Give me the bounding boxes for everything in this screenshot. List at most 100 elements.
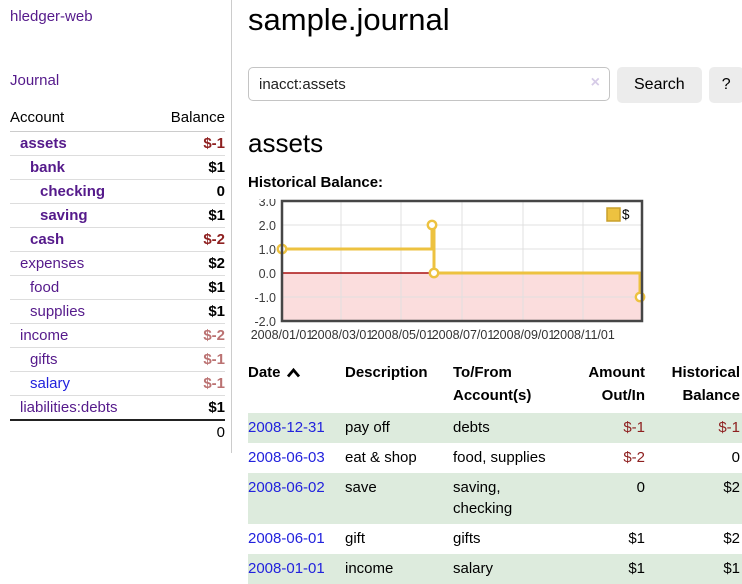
transaction-balance: $2: [723, 478, 740, 496]
page-title: sample.journal: [248, 2, 450, 37]
account-balance: $-2: [152, 323, 225, 348]
sidebar-item-journal[interactable]: Journal: [10, 72, 60, 89]
account-link-expenses[interactable]: expenses: [20, 255, 85, 272]
register-table: Date Description To/From Account(s) Amou…: [248, 360, 742, 584]
svg-text:-1.0: -1.0: [254, 291, 276, 305]
account-row-assets: assets $-1: [10, 132, 225, 156]
transaction-accounts: food, supplies: [453, 448, 546, 466]
account-link-income[interactable]: income: [20, 327, 69, 344]
account-balance: $-1: [203, 135, 225, 152]
svg-text:3.0: 3.0: [259, 199, 276, 209]
svg-text:-2.0: -2.0: [254, 315, 276, 329]
transaction-row: 2008-06-03 eat & shop food, supplies $-2…: [248, 443, 742, 473]
transaction-row: 2008-06-01 gift gifts $1 $2: [248, 524, 742, 554]
account-row-gifts: gifts $-1: [10, 347, 225, 372]
account-column-header: Account: [10, 106, 153, 132]
brand-link[interactable]: hledger-web: [10, 8, 93, 25]
transaction-accounts: gifts: [453, 530, 481, 547]
transaction-row: 2008-12-31 pay off debts $-1 $-1: [248, 413, 742, 443]
transaction-date-link[interactable]: 2008-06-01: [248, 530, 325, 547]
account-balance: 0: [152, 179, 225, 204]
legend-label: $: [622, 207, 630, 222]
svg-text:1.0: 1.0: [259, 243, 276, 257]
main-content: sample.journal × Search ? assets Histori…: [232, 0, 742, 584]
account-row-income: income $-2: [10, 323, 225, 348]
svg-text:2008/09/01: 2008/09/01: [493, 328, 556, 342]
svg-text:2008/05/01: 2008/05/01: [371, 328, 434, 342]
account-row-liabilities-debts: liabilities:debts $1: [10, 395, 225, 420]
account-balance: $1: [152, 275, 225, 300]
svg-text:0.0: 0.0: [259, 267, 276, 281]
transaction-description: income: [345, 559, 394, 577]
svg-text:2.0: 2.0: [259, 219, 276, 233]
balance-column-header: Balance: [152, 106, 225, 132]
account-balance: $-1: [152, 371, 225, 396]
svg-text:2008/03/01: 2008/03/01: [311, 328, 374, 342]
accounts-total-row: 0: [10, 419, 225, 445]
transaction-date-link[interactable]: 2008-06-02: [248, 478, 325, 496]
account-link-cash[interactable]: cash: [30, 231, 65, 248]
account-row-food: food $1: [10, 275, 225, 300]
legend-swatch: [606, 207, 621, 222]
amount-column-header: Amount Out/In: [588, 364, 645, 404]
chart-legend: $: [606, 207, 630, 222]
svg-text:2008/01/01: 2008/01/01: [251, 328, 314, 342]
account-row-bank: bank $1: [10, 155, 225, 180]
account-link-assets[interactable]: assets: [20, 135, 67, 152]
search-form: × Search ?: [248, 67, 742, 103]
account-link-salary[interactable]: salary: [30, 375, 71, 392]
svg-text:2008/11/01: 2008/11/01: [553, 328, 615, 342]
transaction-amount: 0: [636, 478, 645, 496]
account-balance: $2: [152, 251, 225, 276]
date-column-header[interactable]: Date: [248, 360, 345, 413]
clear-search-icon[interactable]: ×: [590, 74, 600, 91]
account-link-food[interactable]: food: [30, 279, 60, 296]
account-link-bank[interactable]: bank: [30, 159, 66, 176]
transaction-accounts: saving, checking: [453, 478, 513, 518]
account-link-checking[interactable]: checking: [40, 183, 106, 200]
account-row-expenses: expenses $2: [10, 251, 225, 276]
chart-y-axis-labels: 3.0 2.0 1.0 0.0 -1.0 -2.0: [254, 199, 276, 329]
transaction-date-link[interactable]: 2008-12-31: [248, 419, 325, 436]
transaction-amount: $1: [628, 559, 645, 577]
transaction-balance: 0: [731, 448, 740, 466]
transaction-accounts: salary: [453, 559, 494, 577]
transaction-description: eat & shop: [345, 448, 417, 466]
account-link-gifts[interactable]: gifts: [30, 351, 58, 368]
account-link-liabilities-debts[interactable]: liabilities:debts: [20, 399, 118, 416]
register-header-row: Date Description To/From Account(s) Amou…: [248, 360, 742, 413]
historical-balance-chart: $ 3.0 2.0 1.0 0.0 -1.0 -2.0 2008/01/01 2…: [251, 199, 646, 342]
search-button[interactable]: Search: [617, 67, 702, 103]
transaction-balance: $-1: [718, 419, 740, 436]
transaction-accounts: debts: [453, 419, 490, 436]
transaction-balance: $2: [723, 530, 740, 547]
transaction-description: gift: [345, 530, 366, 547]
help-button[interactable]: ?: [708, 67, 742, 103]
accounts-table: Account Balance assets $-1 bank $1 check…: [10, 106, 225, 445]
description-column-header: Description: [345, 364, 428, 381]
sort-ascending-icon: [286, 367, 300, 378]
account-balance: $-1: [152, 347, 225, 372]
account-balance: $1: [152, 203, 225, 228]
account-row-checking: checking 0: [10, 179, 225, 204]
accounts-total-value: 0: [152, 419, 225, 445]
account-row-cash: cash $-2: [10, 227, 225, 252]
svg-text:2008/07/01: 2008/07/01: [432, 328, 495, 342]
account-row-salary: salary $-1: [10, 371, 225, 396]
account-link-supplies[interactable]: supplies: [30, 303, 86, 320]
chart-title: Historical Balance:: [248, 174, 384, 191]
transaction-date-link[interactable]: 2008-06-03: [248, 448, 325, 466]
transaction-amount: $-2: [623, 448, 645, 466]
accounts-column-header: To/From Account(s): [453, 364, 532, 404]
account-link-saving[interactable]: saving: [40, 207, 88, 224]
account-balance: $1: [152, 395, 225, 420]
account-balance: $1: [152, 299, 225, 324]
account-balance: $-2: [152, 227, 225, 252]
chart-frame: [280, 199, 644, 323]
chart-x-axis-labels: 2008/01/01 2008/03/01 2008/05/01 2008/07…: [251, 328, 615, 342]
transaction-date-link[interactable]: 2008-01-01: [248, 559, 325, 577]
account-row-supplies: supplies $1: [10, 299, 225, 324]
sidebar: hledger-web Journal Account Balance asse…: [0, 0, 232, 453]
search-input[interactable]: [248, 67, 610, 101]
account-heading: assets: [248, 128, 324, 158]
